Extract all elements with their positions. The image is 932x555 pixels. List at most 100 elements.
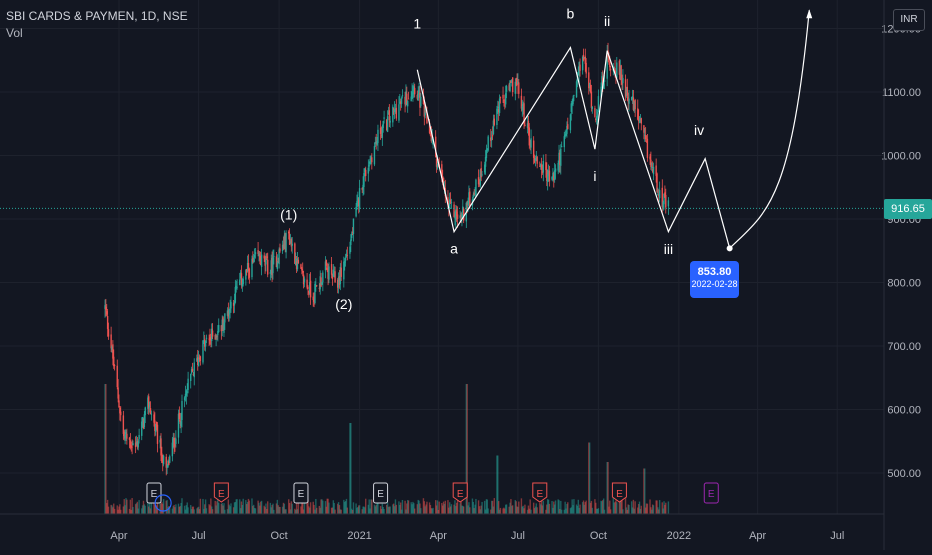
volume-bar bbox=[110, 504, 112, 514]
candle-body bbox=[486, 148, 489, 150]
earnings-marker-shape bbox=[703, 482, 719, 504]
volume-bar bbox=[511, 505, 513, 514]
volume-bar bbox=[191, 506, 194, 514]
earnings-marker-shape bbox=[373, 482, 389, 504]
volume-bar bbox=[571, 499, 573, 514]
volume-bar bbox=[154, 505, 156, 514]
earnings-marker[interactable]: E bbox=[293, 482, 309, 504]
candle-body bbox=[399, 102, 401, 104]
candle-body bbox=[233, 300, 236, 306]
candle-body bbox=[413, 86, 415, 94]
candle-body bbox=[406, 93, 408, 104]
candle-body bbox=[430, 134, 433, 142]
candle-body bbox=[271, 257, 273, 275]
volume-bar bbox=[618, 500, 621, 514]
candle-body bbox=[511, 79, 513, 83]
volume-bar bbox=[269, 502, 272, 514]
candle-body bbox=[419, 92, 421, 108]
volume-bar bbox=[394, 499, 397, 514]
volume-bar bbox=[197, 507, 199, 514]
candle-body bbox=[295, 261, 298, 270]
volume-bar bbox=[161, 502, 163, 514]
earnings-marker[interactable]: E bbox=[146, 482, 162, 504]
candle-body bbox=[591, 106, 593, 109]
candle-body bbox=[160, 438, 162, 456]
candle-body bbox=[211, 328, 213, 341]
volume-bar bbox=[370, 499, 372, 514]
volume-bar bbox=[356, 507, 358, 514]
volume-bar bbox=[627, 504, 629, 514]
candle-body bbox=[627, 96, 629, 102]
volume-bar bbox=[357, 507, 359, 514]
volume-bar bbox=[418, 500, 420, 514]
volume-bar bbox=[178, 506, 181, 514]
volume-label[interactable]: Vol bbox=[6, 26, 23, 40]
candle-body bbox=[588, 72, 590, 89]
earnings-marker[interactable]: E bbox=[532, 482, 548, 503]
candle-body bbox=[173, 438, 175, 448]
candle-body bbox=[436, 163, 439, 169]
volume-bar bbox=[259, 505, 261, 514]
volume-bar bbox=[564, 501, 566, 514]
candle-body bbox=[166, 465, 168, 467]
candle-body bbox=[665, 194, 667, 208]
symbol-title[interactable]: SBI CARDS & PAYMEN, 1D, NSE bbox=[6, 9, 188, 23]
candle-body bbox=[129, 440, 132, 447]
volume-bar bbox=[651, 504, 654, 514]
candle-body bbox=[137, 441, 139, 448]
candle-body bbox=[328, 266, 330, 280]
wave-label: b bbox=[567, 5, 575, 21]
volume-bar bbox=[490, 509, 492, 514]
volume-bar bbox=[581, 502, 584, 514]
candle-body bbox=[441, 176, 444, 179]
volume-bar bbox=[167, 507, 169, 514]
volume-bar bbox=[247, 498, 250, 514]
volume-bar bbox=[546, 499, 549, 514]
candle-body bbox=[239, 272, 242, 279]
volume-bar bbox=[541, 505, 544, 514]
earnings-marker[interactable]: E bbox=[452, 482, 468, 503]
candle-body bbox=[131, 446, 133, 448]
projection-callout[interactable]: 853.80 2022-02-28 bbox=[690, 261, 739, 298]
currency-badge[interactable]: INR bbox=[893, 9, 925, 31]
volume-bar bbox=[539, 502, 541, 514]
candle-body bbox=[367, 167, 370, 174]
volume-bar bbox=[448, 507, 450, 514]
candle-body bbox=[346, 255, 349, 256]
candle-body bbox=[260, 254, 263, 267]
earnings-marker[interactable]: E bbox=[611, 482, 627, 503]
candle-body bbox=[609, 69, 612, 71]
candle-body bbox=[499, 97, 502, 98]
earnings-marker[interactable]: E bbox=[703, 482, 719, 504]
volume-bar bbox=[585, 500, 587, 514]
projection-arrowhead bbox=[806, 9, 813, 19]
candle-body bbox=[400, 98, 403, 104]
candle-body bbox=[583, 57, 586, 58]
volume-bar bbox=[454, 500, 456, 514]
candle-body bbox=[352, 218, 355, 234]
earnings-marker[interactable]: E bbox=[213, 482, 229, 503]
volume-bar bbox=[131, 498, 133, 514]
volume-bar bbox=[395, 504, 398, 514]
candle-body bbox=[252, 257, 254, 262]
volume-bar bbox=[430, 508, 433, 514]
candle-body bbox=[253, 259, 255, 261]
volume-bar bbox=[422, 498, 425, 514]
candle-body bbox=[416, 94, 419, 99]
candle-body bbox=[431, 137, 433, 142]
earnings-marker[interactable]: E bbox=[373, 482, 389, 504]
candle-body bbox=[418, 90, 420, 96]
volume-bar bbox=[392, 504, 394, 514]
volume-bar bbox=[644, 468, 646, 514]
candle-body bbox=[441, 164, 443, 179]
candle-body bbox=[588, 84, 591, 87]
candle-body bbox=[141, 421, 143, 436]
time-tick-label: Jul bbox=[511, 530, 525, 542]
volume-bar bbox=[344, 501, 346, 514]
candle-body bbox=[381, 127, 384, 138]
candle-body bbox=[434, 136, 437, 158]
volume-bar bbox=[601, 501, 603, 514]
candle-body bbox=[656, 173, 658, 192]
